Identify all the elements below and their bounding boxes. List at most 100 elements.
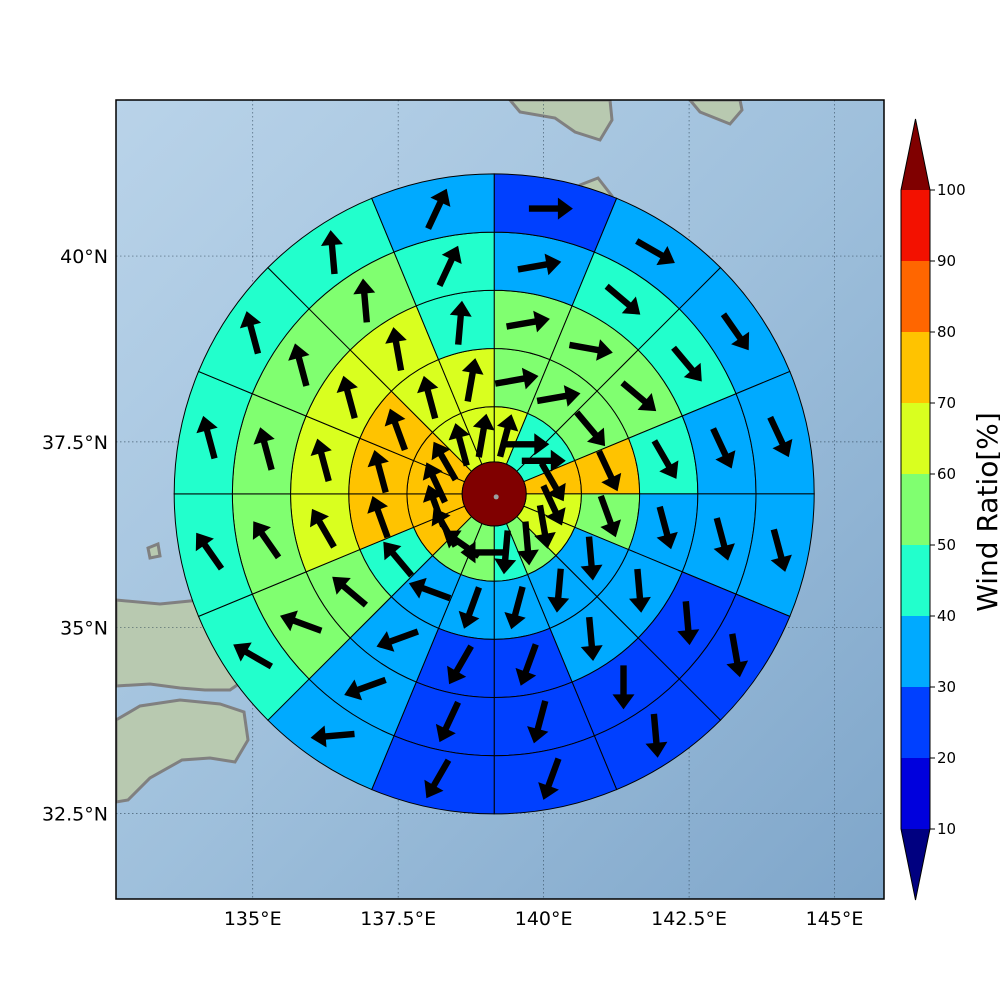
wind-arrow — [435, 700, 461, 743]
wind-arrow — [515, 643, 539, 686]
wind-arrow — [321, 230, 343, 275]
wind-arrow — [344, 676, 387, 701]
wind-arrow — [517, 253, 562, 276]
y-tick-label: 40°N — [60, 246, 108, 268]
wind-arrow — [367, 450, 389, 494]
wind-arrow — [461, 358, 484, 402]
wind-arrow — [574, 410, 606, 447]
y-tick-label: 37.5°N — [42, 432, 108, 454]
colorbar-under-extension — [901, 829, 930, 900]
wind-sector-cells — [173, 173, 815, 815]
colorbar-tick-label: 10 — [937, 820, 956, 838]
wind-arrow — [332, 576, 368, 608]
wind-arrow — [253, 427, 275, 471]
wind-arrow — [720, 312, 750, 351]
map-frame — [115, 99, 885, 900]
wind-arrow — [383, 541, 414, 578]
colorbar-swatch — [901, 616, 930, 687]
x-tick-label: 137.5°E — [360, 908, 436, 930]
wind-arrow — [472, 413, 495, 458]
wind-arrow — [671, 345, 702, 382]
colorbar-tick-label: 100 — [937, 181, 966, 199]
wind-arrow — [424, 758, 452, 799]
colorbar-tick-label: 50 — [937, 536, 956, 554]
colorbar-title: Wind Ratio[%] — [971, 412, 1000, 612]
colorbar-tick-label: 60 — [937, 465, 956, 483]
wind-arrow — [620, 380, 657, 412]
land-oki-island — [146, 541, 162, 560]
wind-arrow — [534, 504, 556, 549]
colorbar-over-extension — [901, 119, 930, 190]
wind-arrow — [505, 433, 550, 456]
wind-arrow — [504, 586, 526, 630]
wind-arrow — [336, 375, 358, 419]
axis-tick-labels: 135°E 137.5°E 140°E 142.5°E 145°E 32.5°N 35°N 3… — [42, 246, 863, 930]
wind-arrow — [521, 449, 566, 472]
x-tick-label: 145°E — [806, 908, 864, 930]
wind-arrow — [536, 385, 581, 407]
wind-arrow — [310, 508, 337, 549]
wind-arrow — [417, 375, 439, 420]
land-hokkaido — [508, 100, 614, 142]
colorbar: 10 20 30 40 50 60 70 80 90 100 — [900, 118, 966, 901]
wind-arrow — [770, 528, 792, 572]
colorbar-tick-label: 80 — [937, 323, 956, 341]
wind-arrow — [460, 541, 505, 564]
wind-arrow — [494, 367, 539, 390]
wind-arrow — [497, 414, 519, 458]
wind-arrow — [239, 311, 262, 355]
wind-arrow — [447, 644, 474, 685]
wind-arrow — [408, 577, 452, 602]
wind-arrow — [540, 484, 566, 526]
colorbar-tick-label: 40 — [937, 607, 956, 625]
wind-arrow — [196, 415, 218, 460]
y-tick-label: 32.5°N — [42, 804, 108, 826]
wind-arrow — [528, 197, 573, 220]
wind-arrow — [596, 449, 622, 492]
wind-arrow — [568, 339, 613, 361]
x-tick-label: 142.5°E — [651, 908, 727, 930]
wind-arrow — [458, 586, 482, 629]
wind-arrow — [726, 633, 749, 678]
wind-arrow — [547, 568, 570, 613]
colorbar-tick-label: 70 — [937, 394, 956, 412]
wind-arrow — [629, 568, 651, 613]
colorbar-swatch — [901, 758, 930, 829]
wind-arrows — [195, 188, 793, 800]
wind-arrow — [713, 517, 735, 561]
colorbar-swatch — [901, 261, 930, 332]
wind-arrow — [651, 439, 679, 479]
wind-arrow — [233, 642, 273, 670]
wind-arrow — [310, 438, 332, 482]
wind-arrow — [288, 343, 310, 387]
wind-arrow — [431, 441, 459, 482]
wind-arrow — [280, 610, 323, 634]
land-hokkaido-east — [688, 100, 744, 126]
wind-arrow — [517, 521, 539, 566]
colorbar-swatch — [901, 474, 930, 545]
colorbar-tick-label: 20 — [937, 749, 956, 767]
wind-arrow — [506, 310, 550, 333]
wind-arrow — [538, 461, 566, 502]
wind-arrow — [367, 496, 391, 539]
wind-arrow — [677, 601, 700, 646]
wind-arrow — [580, 536, 603, 581]
land-shikoku — [116, 698, 250, 804]
wind-arrow — [494, 530, 517, 575]
y-tick-label: 35°N — [60, 618, 108, 640]
wind-arrow — [422, 462, 448, 504]
wind-arrow — [635, 238, 675, 266]
wind-arrow — [580, 616, 603, 661]
colorbar-tick-label: 30 — [937, 678, 956, 696]
wind-arrow — [310, 725, 355, 748]
center-cell — [461, 461, 527, 527]
center-marker — [493, 494, 499, 500]
wind-arrow — [384, 408, 408, 451]
wind-arrow — [645, 713, 668, 758]
colorbar-swatch — [901, 403, 930, 474]
wind-arrow — [767, 415, 793, 458]
colorbar-tick-label: 90 — [937, 252, 956, 270]
wind-arrow — [385, 327, 407, 371]
wind-arrow — [353, 278, 376, 323]
